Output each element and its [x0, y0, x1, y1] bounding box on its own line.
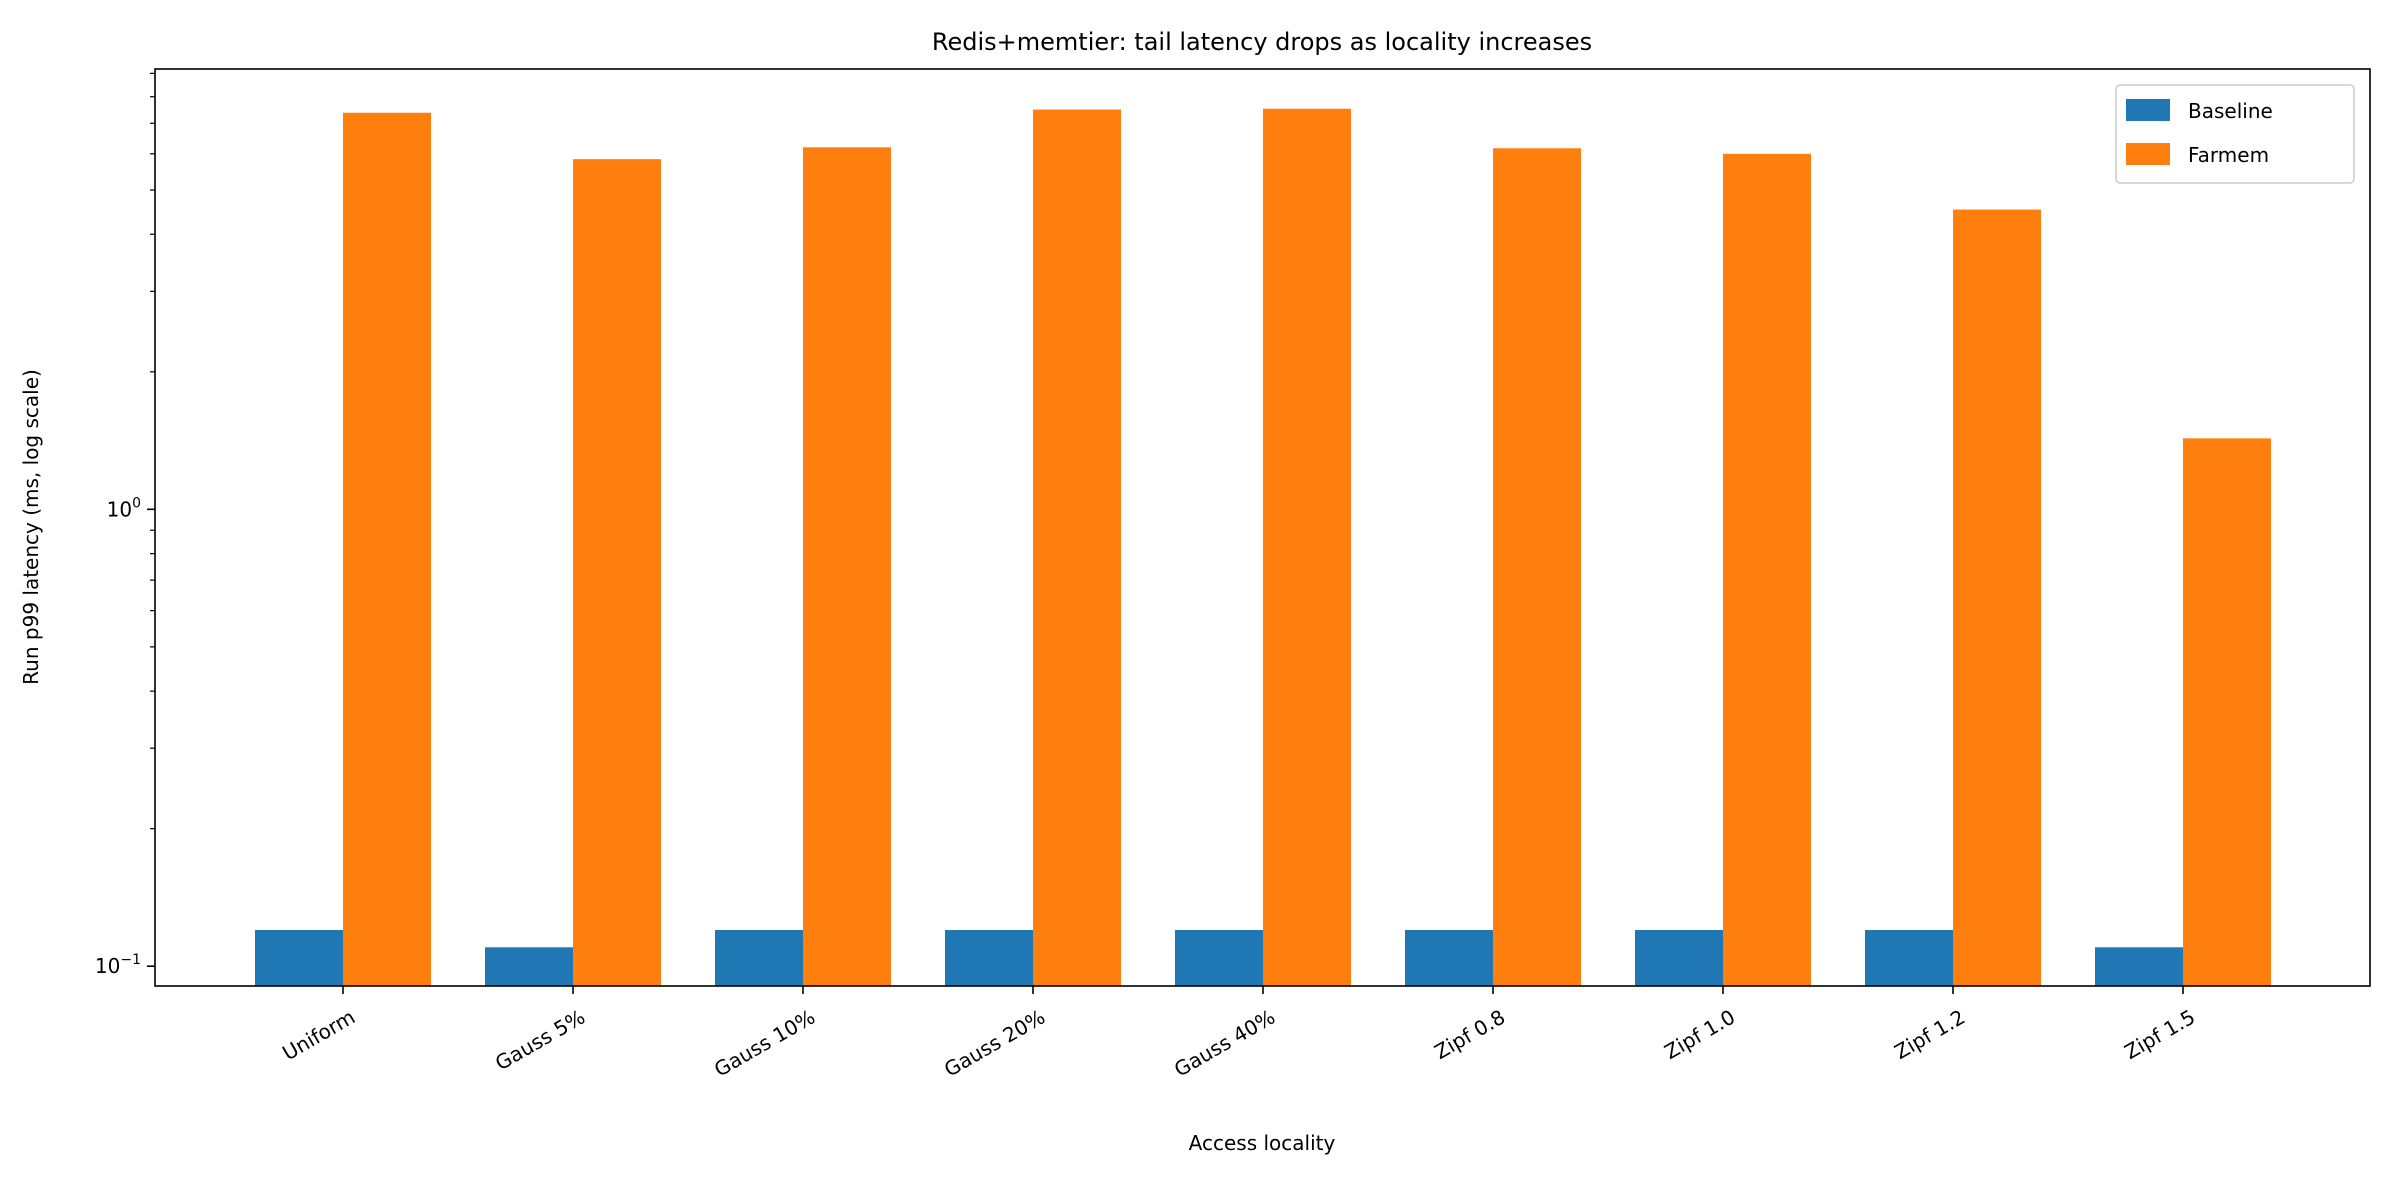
x-tick-label: Gauss 5% [491, 1005, 589, 1075]
y-tick-label: 10−1 [95, 952, 141, 978]
bar-baseline-2 [715, 930, 803, 986]
y-tick-exponent: 0 [132, 495, 141, 511]
x-tick-label: Zipf 1.5 [2120, 1005, 2199, 1064]
x-tick-label: Gauss 40% [1170, 1005, 1279, 1082]
legend-swatch-farmem [2126, 143, 2170, 165]
bar-baseline-6 [1635, 930, 1723, 986]
x-tick-label: Gauss 20% [940, 1005, 1049, 1082]
y-tick-exponent: −1 [120, 952, 141, 968]
bar-farmem-7 [1953, 209, 2041, 986]
x-tick-label: Zipf 0.8 [1430, 1005, 1509, 1064]
bar-baseline-8 [2095, 947, 2183, 986]
bar-baseline-7 [1865, 930, 1953, 986]
chart-title: Redis+memtier: tail latency drops as loc… [932, 28, 1592, 56]
x-tick-label: Zipf 1.2 [1890, 1005, 1969, 1064]
legend-swatch-baseline [2126, 99, 2170, 121]
bar-farmem-3 [1033, 109, 1121, 986]
x-tick-label: Zipf 1.0 [1660, 1005, 1739, 1064]
y-tick-base: 10 [95, 954, 120, 978]
bars [255, 108, 2271, 987]
bar-farmem-5 [1493, 148, 1581, 987]
legend-label-baseline: Baseline [2188, 99, 2273, 123]
y-axis-label: Run p99 latency (ms, log scale) [19, 369, 43, 685]
legend-label-farmem: Farmem [2188, 143, 2269, 167]
bar-baseline-3 [945, 930, 1033, 986]
x-axis-label: Access locality [1189, 1131, 1336, 1155]
legend-box [2115, 84, 2355, 184]
bar-baseline-0 [255, 930, 343, 986]
bar-farmem-8 [2183, 438, 2271, 986]
bar-baseline-1 [485, 947, 573, 986]
bar-baseline-5 [1405, 930, 1493, 986]
y-tick-label: 100 [107, 495, 141, 521]
bar-baseline-4 [1175, 930, 1263, 986]
legend: Baseline Farmem [2115, 84, 2355, 184]
bar-farmem-6 [1723, 153, 1811, 986]
bar-farmem-4 [1263, 108, 1351, 987]
bar-farmem-0 [343, 112, 431, 986]
x-tick-label: Gauss 10% [710, 1005, 819, 1082]
bar-farmem-1 [573, 159, 661, 986]
bar-farmem-2 [803, 147, 891, 986]
y-tick-base: 10 [107, 497, 132, 521]
x-tick-label: Uniform [278, 1005, 359, 1066]
